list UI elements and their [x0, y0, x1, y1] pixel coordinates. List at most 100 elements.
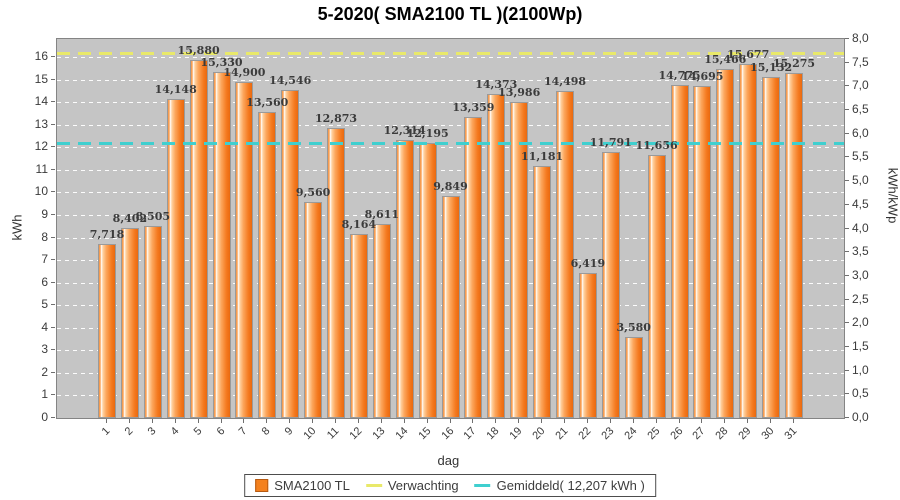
- x-axis-tick: [724, 419, 726, 423]
- bar-day-3: [143, 226, 162, 418]
- right-axis-tick-label: 6,5: [852, 102, 869, 117]
- bar-day-26: [670, 84, 689, 418]
- bar-value-label: 14,148: [154, 82, 197, 96]
- left-axis-tick-label: 16: [34, 49, 48, 64]
- right-axis-tick-label: 8,0: [852, 31, 869, 45]
- x-axis-tick: [357, 419, 359, 423]
- right-axis-tick: [845, 345, 849, 347]
- x-axis-tick: [380, 419, 382, 423]
- legend-item-gemiddeld: Gemiddeld( 12,207 kWh ): [474, 478, 645, 493]
- right-axis-tick-label: 2,0: [852, 315, 869, 330]
- x-axis-tick-label: 7: [237, 425, 250, 438]
- right-axis-tick: [845, 85, 849, 87]
- x-axis-tick-label: 31: [782, 425, 800, 443]
- left-axis-tick: [51, 123, 55, 125]
- x-axis-tick: [174, 419, 176, 423]
- right-axis-tick: [845, 227, 849, 229]
- x-axis-tick-label: 29: [736, 425, 754, 443]
- left-axis-tick-label: 10: [34, 184, 48, 199]
- left-axis-tick: [51, 394, 55, 396]
- x-axis-tick-label: 26: [667, 425, 685, 443]
- legend-item-label: Gemiddeld( 12,207 kWh ): [496, 478, 645, 493]
- right-axis-tick: [845, 132, 849, 134]
- bar-value-label: 12,314: [383, 124, 426, 138]
- bar-day-13: [372, 223, 391, 418]
- x-axis-tick: [426, 419, 428, 423]
- left-axis-tick-label: 7: [41, 252, 48, 267]
- right-axis-tick-label: 3,5: [852, 244, 869, 259]
- bar-day-5: [189, 59, 208, 418]
- bar-day-4: [166, 98, 185, 418]
- bar-day-20: [533, 165, 552, 418]
- x-axis-tick: [564, 419, 565, 423]
- x-axis-tick: [472, 419, 474, 423]
- gridline: [57, 192, 844, 194]
- left-axis-tick-label: 9: [41, 206, 48, 221]
- bar-day-16: [441, 195, 460, 418]
- bar-value-label: 8,402: [112, 212, 148, 226]
- bar-day-7: [235, 81, 254, 418]
- bar-day-12: [349, 233, 368, 418]
- x-axis-tick-label: 18: [484, 425, 502, 443]
- right-axis-tick: [845, 38, 849, 39]
- x-axis-tick-label: 11: [324, 425, 342, 442]
- legend-item-verwachting: Verwachting: [365, 478, 459, 493]
- bar-value-label: 12,873: [314, 111, 358, 125]
- bar-value-label: 15,677: [727, 48, 770, 62]
- x-axis-tick: [632, 419, 634, 423]
- bar-day-1: [98, 243, 116, 418]
- x-axis-tick: [220, 419, 222, 423]
- x-axis-tick-label: 22: [576, 425, 594, 443]
- x-axis-tick-label: 30: [759, 425, 777, 443]
- bar-day-23: [601, 152, 620, 418]
- x-axis-tick-label: 6: [214, 425, 227, 438]
- bar-day-6: [212, 72, 231, 418]
- bar-value-label: 14,775: [658, 68, 701, 82]
- bar-value-label: 14,373: [475, 77, 518, 91]
- bar-day-17: [464, 116, 483, 418]
- bar-value-label: 13,560: [246, 96, 289, 110]
- x-axis-tick: [243, 419, 245, 423]
- bar-day-9: [281, 89, 300, 418]
- right-axis-tick: [845, 393, 849, 395]
- right-axis-tick: [845, 369, 849, 371]
- left-axis-tick: [51, 304, 55, 306]
- x-axis-tick-label: 4: [168, 425, 182, 438]
- right-axis-tick-label: 0,5: [852, 386, 869, 401]
- x-axis-tick: [312, 419, 314, 423]
- legend-item-label: SMA2100 TL: [274, 478, 350, 493]
- bar-value-label: 15,275: [772, 57, 816, 71]
- bar-value-label: 7,718: [89, 227, 125, 241]
- x-axis-tick-label: 19: [507, 425, 525, 443]
- bar-day-31: [785, 73, 803, 418]
- bar-day-25: [647, 155, 666, 418]
- left-axis-tick-label: 13: [34, 116, 48, 131]
- right-axis-tick: [845, 180, 849, 182]
- right-axis-tick: [845, 417, 849, 418]
- x-axis-tick-label: 8: [259, 425, 273, 438]
- bar-value-label: 9,560: [295, 186, 331, 200]
- right-axis-tick: [845, 322, 849, 324]
- x-axis-tick: [128, 419, 130, 423]
- left-axis-tick-label: 2: [41, 364, 48, 379]
- bar-day-8: [258, 112, 277, 418]
- bar-day-18: [487, 93, 506, 418]
- x-axis-tick: [793, 419, 794, 423]
- x-axis-tick-label: 1: [99, 425, 113, 438]
- bar-value-label: 8,505: [135, 210, 171, 224]
- line-swatch-icon: [474, 484, 491, 487]
- right-axis-tick-label: 7,0: [852, 78, 869, 93]
- gridline: [57, 79, 844, 81]
- chart-title: 5-2020( SMA2100 TL )(2100Wp): [317, 4, 583, 24]
- bar-value-label: 8,164: [341, 217, 377, 231]
- verwachting-line: [57, 51, 844, 55]
- right-axis-tick: [845, 203, 849, 205]
- gridline: [57, 169, 844, 171]
- right-axis-tick: [845, 156, 849, 158]
- right-axis-tick-label: 0,0: [852, 410, 869, 424]
- gridline: [57, 124, 844, 126]
- left-axis-tick-label: 0: [41, 410, 48, 424]
- right-axis-tick-label: 7,5: [852, 54, 869, 69]
- bar-day-22: [578, 273, 597, 418]
